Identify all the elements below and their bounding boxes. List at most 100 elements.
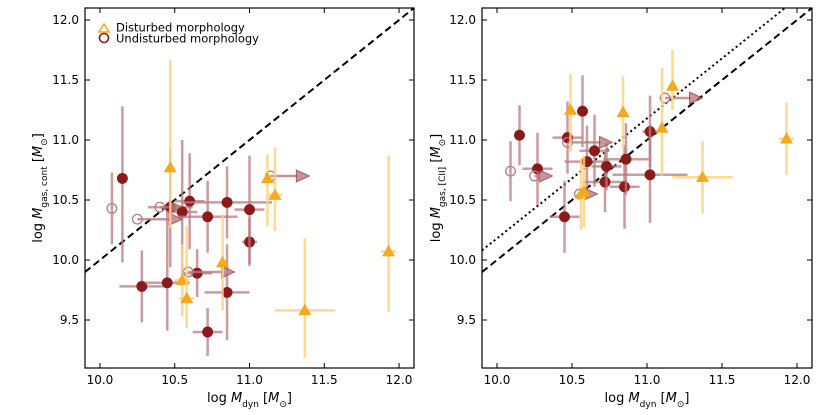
x-tick-label: 12.0 (386, 373, 413, 387)
left-panel: 10.0 10.5 11.0 11.5 12.0 9.5 10.0 10.5 11.0 11.5 1… (31, 7, 415, 410)
y-tick-label: 11.5 (52, 73, 79, 87)
y-tick-label: 11.5 (449, 73, 476, 87)
triangle-marker (779, 132, 794, 144)
circle-marker (514, 129, 525, 141)
y-tick-label: 10.0 (52, 253, 79, 267)
legend-undisturbed-marker (98, 32, 110, 44)
circle-marker (154, 201, 166, 213)
circle-marker (659, 92, 671, 104)
undisturbed-point (562, 135, 614, 150)
disturbed-point (179, 226, 195, 329)
limit-arrow-head (295, 169, 311, 183)
triangle-marker (382, 244, 396, 257)
right-plot-area (482, 8, 812, 273)
disturbed-point (665, 50, 680, 110)
undisturbed-point (119, 250, 165, 323)
undisturbed-point (192, 308, 223, 356)
disturbed-point (655, 68, 669, 176)
circle-marker (202, 211, 214, 223)
right-panel: 10.0 10.5 11.0 11.5 12.0 9.5 10.0 10.5 11.0 11.5 1… (429, 7, 813, 410)
x-tick-label: 10.0 (484, 373, 511, 387)
reference-line-dashed (482, 8, 812, 273)
disturbed-point (563, 74, 578, 152)
y-tick-label: 9.5 (457, 313, 476, 327)
x-tick-label: 10.5 (559, 373, 586, 387)
disturbed-point (672, 141, 733, 214)
undisturbed-point (505, 141, 516, 202)
undisturbed-point (234, 155, 265, 264)
y-tick-label: 10.5 (449, 193, 476, 207)
triangle-marker (577, 184, 591, 197)
undisturbed-point (549, 180, 580, 253)
triangle-marker (616, 105, 630, 118)
y-tick-label: 10.5 (52, 193, 79, 207)
disturbed-point (274, 238, 335, 359)
reference-line-dotted (482, 8, 787, 252)
disturbed-point (163, 59, 177, 228)
triangle-marker (216, 255, 230, 268)
limit-arrow-head (599, 135, 614, 150)
y-tick-label: 12.0 (52, 13, 79, 27)
circle-marker (202, 326, 214, 338)
circle-marker (562, 136, 573, 148)
triangle-marker (163, 160, 177, 173)
x-tick-label: 10.0 (87, 373, 114, 387)
circle-marker (221, 196, 233, 208)
left-y-axis-label: log Mgas, cont [M⊙] (31, 133, 50, 243)
circle-marker (620, 153, 632, 165)
disturbed-point (260, 154, 274, 227)
legend-disturbed-label: Disturbed morphology (116, 21, 245, 35)
circle-marker (161, 277, 173, 289)
undisturbed-point (612, 126, 688, 223)
undisturbed-point (106, 172, 118, 245)
circle-marker (577, 105, 588, 117)
left-plot-area (85, 8, 414, 359)
circle-marker (589, 145, 600, 157)
undisturbed-point (577, 75, 588, 148)
limit-arrow-head (689, 91, 704, 105)
y-tick-label: 11.0 (52, 133, 79, 147)
triangle-marker (695, 170, 710, 182)
x-tick-label: 10.5 (161, 373, 188, 387)
disturbed-point (779, 102, 794, 175)
x-tick-label: 11.0 (634, 373, 661, 387)
circle-marker (131, 213, 143, 225)
triangle-marker (665, 79, 680, 91)
left-ticks: 10.0 10.5 11.0 11.5 12.0 9.5 10.0 10.5 11.0 11.5 1… (52, 8, 414, 387)
disturbed-point (381, 155, 397, 312)
legend: Disturbed morphology Undisturbed morphol… (97, 21, 259, 46)
circle-marker (116, 172, 128, 184)
circle-marker (106, 202, 118, 214)
triangle-marker (268, 188, 282, 200)
circle-marker (559, 211, 570, 223)
triangle-marker (298, 303, 312, 316)
undisturbed-point (603, 123, 649, 196)
undisturbed-point (591, 142, 622, 191)
disturbed-point (174, 244, 190, 317)
x-tick-label: 11.5 (311, 373, 338, 387)
undisturbed-point (579, 114, 610, 187)
y-tick-label: 10.0 (449, 253, 476, 267)
circle-marker (505, 165, 516, 177)
right-ticks: 10.0 10.5 11.0 11.5 12.0 9.5 10.0 10.5 11.0 11.5 1… (449, 8, 812, 387)
triangle-marker (655, 121, 669, 133)
disturbed-point (616, 76, 630, 149)
triangle-marker (563, 103, 578, 115)
undisturbed-point (659, 91, 704, 105)
undisturbed-point (529, 169, 554, 183)
disturbed-point (267, 147, 283, 232)
y-tick-label: 9.5 (60, 313, 79, 327)
limit-arrow-head (539, 169, 554, 183)
y-tick-label: 12.0 (449, 13, 476, 27)
undisturbed-point (182, 166, 272, 239)
x-tick-label: 12.0 (784, 373, 811, 387)
left-x-axis-label: log Mdyn [M⊙] (207, 391, 292, 410)
undisturbed-point (514, 105, 525, 166)
right-y-axis-label: log Mgas, [CII] [M⊙] (429, 134, 448, 243)
disturbed-point (216, 214, 230, 311)
right-x-axis-label: log Mdyn [M⊙] (605, 391, 690, 410)
disturbed-point (577, 155, 591, 228)
triangle-marker (260, 171, 274, 184)
circle-marker (136, 280, 148, 292)
